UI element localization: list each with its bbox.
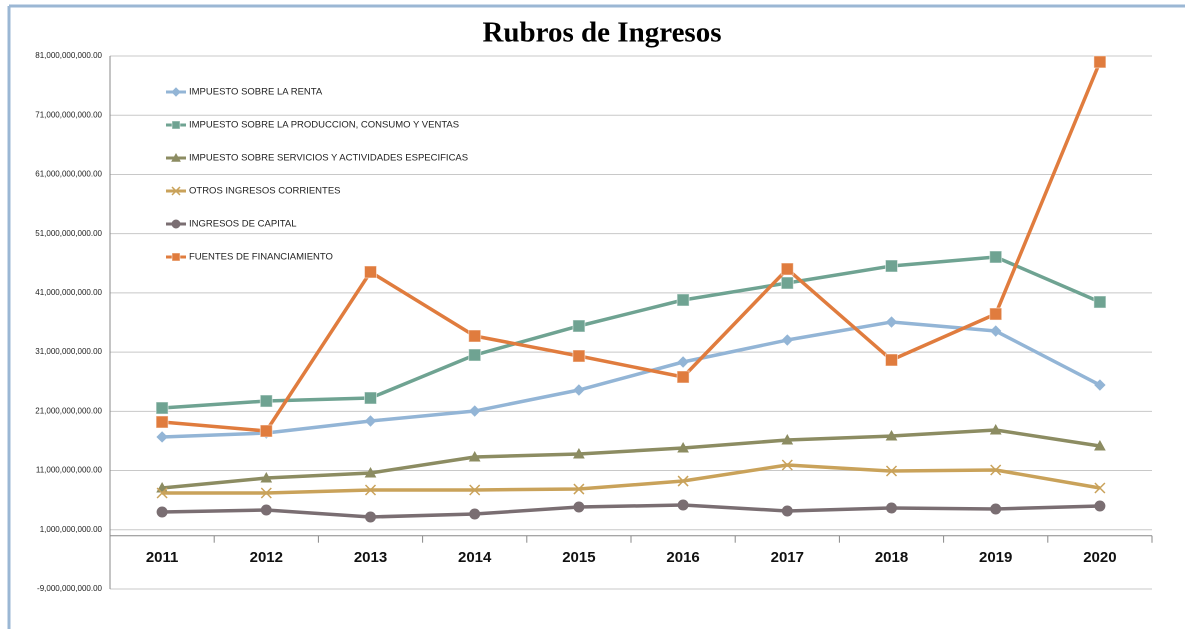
marker — [885, 259, 898, 273]
marker — [677, 441, 689, 453]
marker — [364, 265, 377, 279]
y-tick-label: 51,000,000,000.00 — [35, 229, 102, 238]
marker — [989, 250, 1003, 264]
legend-label: IMPUESTO SOBRE LA RENTA — [189, 87, 323, 98]
marker — [885, 465, 898, 477]
marker — [469, 508, 481, 520]
marker — [1093, 55, 1107, 69]
x-tick-label: 2019 — [979, 549, 1012, 566]
marker — [1094, 500, 1106, 512]
marker — [468, 348, 482, 362]
y-tick-label: 21,000,000,000.00 — [35, 406, 102, 415]
marker — [260, 487, 272, 499]
marker — [156, 431, 168, 443]
marker — [572, 349, 586, 363]
legend-marker — [171, 219, 181, 229]
legend-marker — [171, 152, 181, 162]
line-series — [161, 428, 1101, 490]
marker — [781, 505, 793, 517]
marker — [990, 503, 1002, 515]
marker — [885, 429, 898, 441]
legend-label: FUENTES DE FINANCIAMIENTO — [189, 252, 333, 263]
marker — [468, 450, 481, 462]
legend-label: IMPUESTO SOBRE LA PRODUCCION, CONSUMO Y … — [189, 120, 459, 131]
marker — [260, 471, 273, 483]
x-tick-label: 2012 — [250, 549, 283, 566]
marker — [677, 475, 689, 487]
marker — [780, 262, 794, 276]
marker — [259, 394, 273, 408]
marker — [573, 501, 585, 513]
marker — [781, 334, 794, 346]
marker — [885, 353, 898, 367]
marker — [364, 415, 377, 427]
y-tick-label: 71,000,000,000.00 — [35, 110, 102, 119]
marker — [260, 504, 272, 516]
marker — [155, 415, 169, 429]
x-tick-label: 2017 — [771, 549, 804, 566]
line-series — [162, 463, 1101, 495]
line-series — [161, 61, 1102, 433]
marker — [364, 484, 377, 496]
marker — [573, 384, 585, 396]
marker — [468, 405, 481, 417]
marker — [989, 423, 1002, 435]
marker — [989, 325, 1002, 337]
marker — [676, 370, 690, 384]
line-series — [162, 320, 1101, 439]
legend-label: OTROS INGRESOS CORRIENTES — [189, 186, 341, 197]
legend-marker — [171, 87, 181, 97]
y-tick-label: 31,000,000,000.00 — [35, 347, 102, 356]
marker — [1094, 379, 1106, 391]
marker — [1094, 482, 1106, 494]
marker — [1094, 440, 1106, 451]
marker — [259, 424, 273, 438]
y-tick-label: 1,000,000,000.00 — [40, 525, 103, 534]
marker — [364, 466, 377, 478]
marker — [886, 502, 897, 514]
y-tick-label: 11,000,000,000.00 — [36, 466, 103, 475]
marker — [573, 483, 585, 495]
marker — [676, 293, 690, 307]
marker — [573, 448, 585, 459]
marker — [469, 484, 481, 496]
legend-label: INGRESOS DE CAPITAL — [189, 219, 297, 230]
x-tick-label: 2018 — [875, 549, 908, 566]
x-tick-label: 2014 — [458, 549, 492, 566]
marker — [989, 307, 1003, 321]
line-series — [161, 255, 1101, 410]
legend-marker — [171, 120, 181, 130]
marker — [156, 487, 168, 499]
x-tick-label: 2015 — [562, 549, 595, 566]
marker — [677, 356, 689, 368]
y-tick-label: 61,000,000,000.00 — [35, 170, 102, 179]
marker — [468, 329, 482, 343]
marker — [781, 433, 794, 445]
x-tick-label: 2016 — [666, 549, 699, 566]
marker — [364, 391, 377, 405]
marker — [155, 401, 169, 415]
marker — [677, 499, 689, 511]
marker — [572, 319, 586, 333]
marker — [990, 464, 1002, 476]
marker — [156, 506, 168, 518]
line-series — [162, 503, 1100, 519]
y-tick-label: 41,000,000,000.00 — [35, 288, 102, 297]
x-tick-label: 2020 — [1083, 549, 1116, 566]
y-tick-label: -9,000,000,000.00 — [37, 584, 102, 593]
legend-marker — [171, 186, 181, 196]
legend-label: IMPUESTO SOBRE SERVICIOS Y ACTIVIDADES E… — [189, 153, 468, 164]
marker — [885, 316, 898, 328]
chart-title: Rubros de Ingresos — [482, 17, 721, 49]
marker — [365, 511, 376, 523]
x-tick-label: 2011 — [146, 549, 179, 566]
y-tick-label: 81,000,000,000.00 — [35, 51, 102, 60]
marker — [781, 459, 793, 471]
legend-marker — [171, 252, 181, 262]
x-tick-label: 2013 — [354, 549, 387, 566]
marker — [780, 276, 794, 290]
marker — [1093, 295, 1107, 309]
